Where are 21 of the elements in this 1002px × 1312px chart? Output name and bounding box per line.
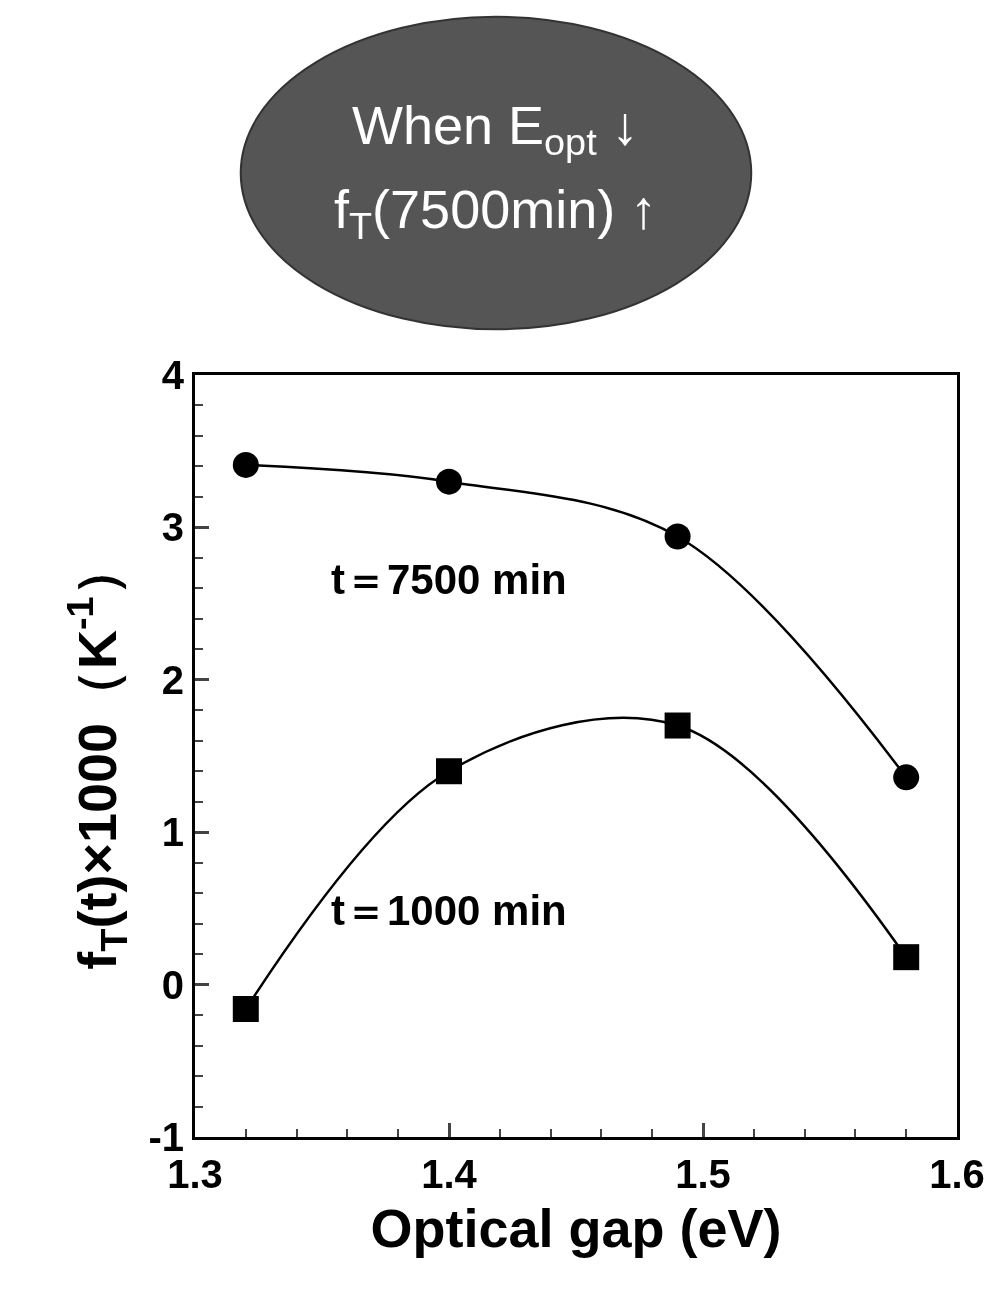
- point: [664, 523, 691, 550]
- text: f$_{T}$(7500min) ↑: [334, 179, 658, 248]
- point: [436, 468, 462, 495]
- y-tick-label: 2: [161, 657, 184, 702]
- point: [893, 764, 920, 791]
- x-tick-label: 1.6: [929, 1152, 985, 1196]
- x-tick-label: 1.4: [421, 1152, 478, 1196]
- series-label: t＝7500 min: [331, 556, 567, 603]
- point: [232, 995, 259, 1022]
- text: When E$_{opt}$ ↓: [352, 95, 639, 164]
- x-tick-label: 1.5: [675, 1152, 731, 1196]
- point: [893, 944, 920, 971]
- y-tick-label: 3: [161, 505, 184, 550]
- y-tick-label: 1: [161, 810, 184, 855]
- x-axis-title: Optical gap (eV): [370, 1198, 782, 1259]
- series-label: t＝1000 min: [331, 887, 567, 934]
- point: [232, 451, 259, 478]
- y-tick-label: 4: [161, 353, 185, 397]
- point: [436, 758, 462, 785]
- point: [664, 712, 691, 739]
- y-tick-label: 0: [161, 962, 184, 1007]
